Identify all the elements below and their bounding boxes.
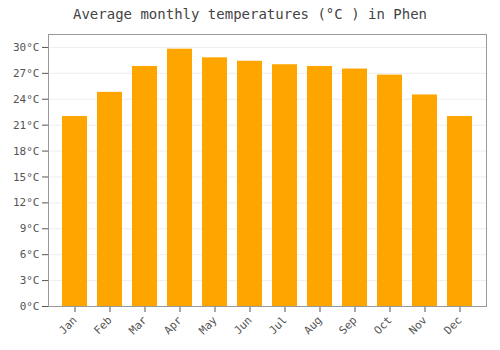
svg-text:9°C: 9°C bbox=[20, 222, 40, 235]
svg-text:12°C: 12°C bbox=[13, 196, 40, 209]
svg-text:30°C: 30°C bbox=[13, 41, 40, 54]
svg-text:Aug: Aug bbox=[301, 314, 324, 337]
svg-text:27°C: 27°C bbox=[13, 67, 40, 80]
svg-text:3°C: 3°C bbox=[20, 274, 40, 287]
svg-text:0°C: 0°C bbox=[20, 300, 40, 313]
svg-text:Mar: Mar bbox=[126, 313, 150, 337]
svg-text:May: May bbox=[196, 313, 220, 337]
svg-text:21°C: 21°C bbox=[13, 119, 40, 132]
svg-text:Apr: Apr bbox=[161, 313, 185, 337]
svg-text:Jul: Jul bbox=[266, 314, 289, 337]
svg-text:Feb: Feb bbox=[91, 314, 114, 337]
svg-text:Jun: Jun bbox=[231, 314, 254, 337]
html-text:Average monthly temperatures (: Average monthly temperatures (°C ) in Ph… bbox=[73, 6, 427, 22]
svg-text:Jan: Jan bbox=[56, 314, 79, 337]
svg-text:24°C: 24°C bbox=[13, 93, 40, 106]
svg-text:6°C: 6°C bbox=[20, 248, 40, 261]
svg-text:Dec: Dec bbox=[441, 314, 464, 337]
svg-text:Nov: Nov bbox=[406, 313, 430, 337]
svg-text:Sep: Sep bbox=[336, 314, 359, 337]
svg-text:Oct: Oct bbox=[371, 314, 394, 337]
svg-text:18°C: 18°C bbox=[13, 145, 40, 158]
svg-text:15°C: 15°C bbox=[13, 170, 40, 183]
